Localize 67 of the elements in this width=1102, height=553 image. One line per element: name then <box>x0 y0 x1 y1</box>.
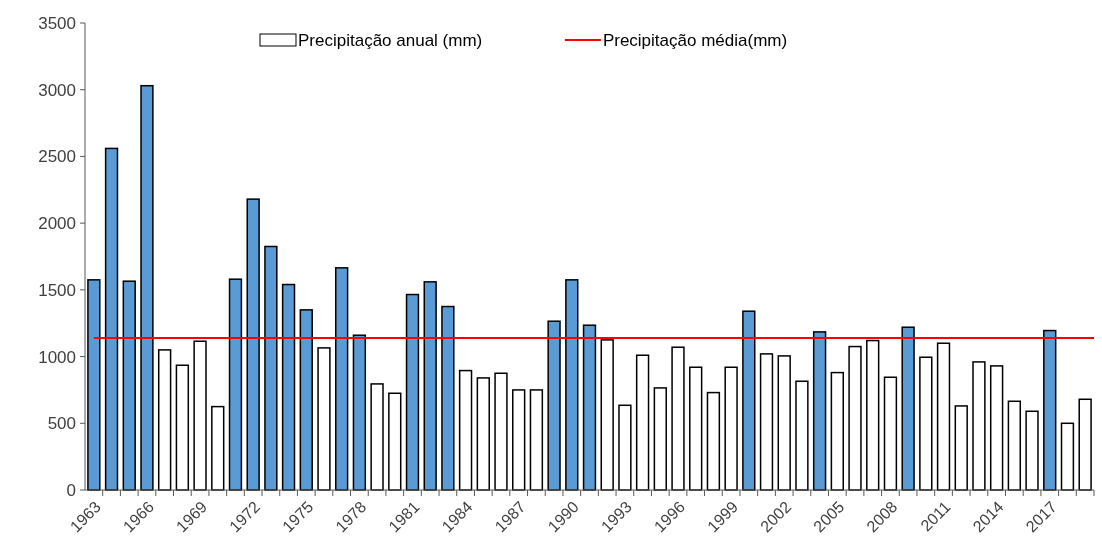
bar <box>883 376 898 491</box>
bar <box>618 404 632 491</box>
bar <box>795 380 809 491</box>
bar <box>122 280 136 491</box>
bar <box>582 324 597 491</box>
bar <box>405 293 420 491</box>
bar <box>264 245 278 491</box>
bar <box>1043 329 1057 491</box>
bar <box>901 326 915 491</box>
bar <box>441 305 455 491</box>
bar <box>635 354 650 491</box>
bar <box>1025 410 1039 491</box>
bar <box>848 345 862 491</box>
bar <box>547 320 561 491</box>
bar <box>1060 422 1075 491</box>
y-tick-label: 1500 <box>38 280 76 300</box>
bar <box>936 342 951 491</box>
legend-label: Precipitação média(mm) <box>602 30 788 50</box>
bar <box>653 387 667 491</box>
bar <box>299 309 313 491</box>
y-tick-label: 500 <box>47 414 76 434</box>
y-tick-label: 2000 <box>38 214 76 234</box>
bar <box>104 147 119 491</box>
bar <box>1007 400 1022 491</box>
bar <box>512 389 526 491</box>
bar <box>193 340 207 491</box>
bar <box>777 355 791 491</box>
y-tick-label: 0 <box>66 480 76 500</box>
bar <box>919 356 933 491</box>
bar <box>989 365 1004 491</box>
bar <box>759 353 774 491</box>
bar <box>494 372 508 491</box>
bar <box>388 392 402 491</box>
bar <box>671 346 685 491</box>
bar <box>689 366 703 491</box>
bar <box>157 349 172 491</box>
bar <box>175 364 190 491</box>
y-tick-label: 2500 <box>38 147 76 167</box>
bar <box>87 279 101 491</box>
bar <box>370 383 384 491</box>
bar <box>1078 398 1092 491</box>
bar <box>211 405 225 491</box>
y-tick-label: 3500 <box>38 13 76 33</box>
legend-label: Precipitação anual (mm) <box>298 30 483 50</box>
bar <box>600 339 614 491</box>
bar <box>706 391 721 491</box>
bar <box>423 281 437 491</box>
bar <box>140 84 154 491</box>
y-tick-label: 1000 <box>38 347 76 367</box>
bar <box>866 339 880 491</box>
bar <box>565 279 579 491</box>
bar <box>317 347 331 491</box>
bar <box>228 278 243 491</box>
bar <box>724 366 738 491</box>
bar <box>529 389 544 491</box>
bar <box>246 198 260 491</box>
bar <box>830 371 844 491</box>
bar <box>972 361 986 491</box>
bar <box>335 267 349 491</box>
bar <box>742 310 756 491</box>
bar <box>352 334 367 491</box>
bar <box>476 377 490 491</box>
y-tick-label: 3000 <box>38 80 76 100</box>
bar <box>812 331 827 491</box>
bar <box>281 283 296 491</box>
bar <box>954 405 968 491</box>
bar <box>458 369 473 491</box>
